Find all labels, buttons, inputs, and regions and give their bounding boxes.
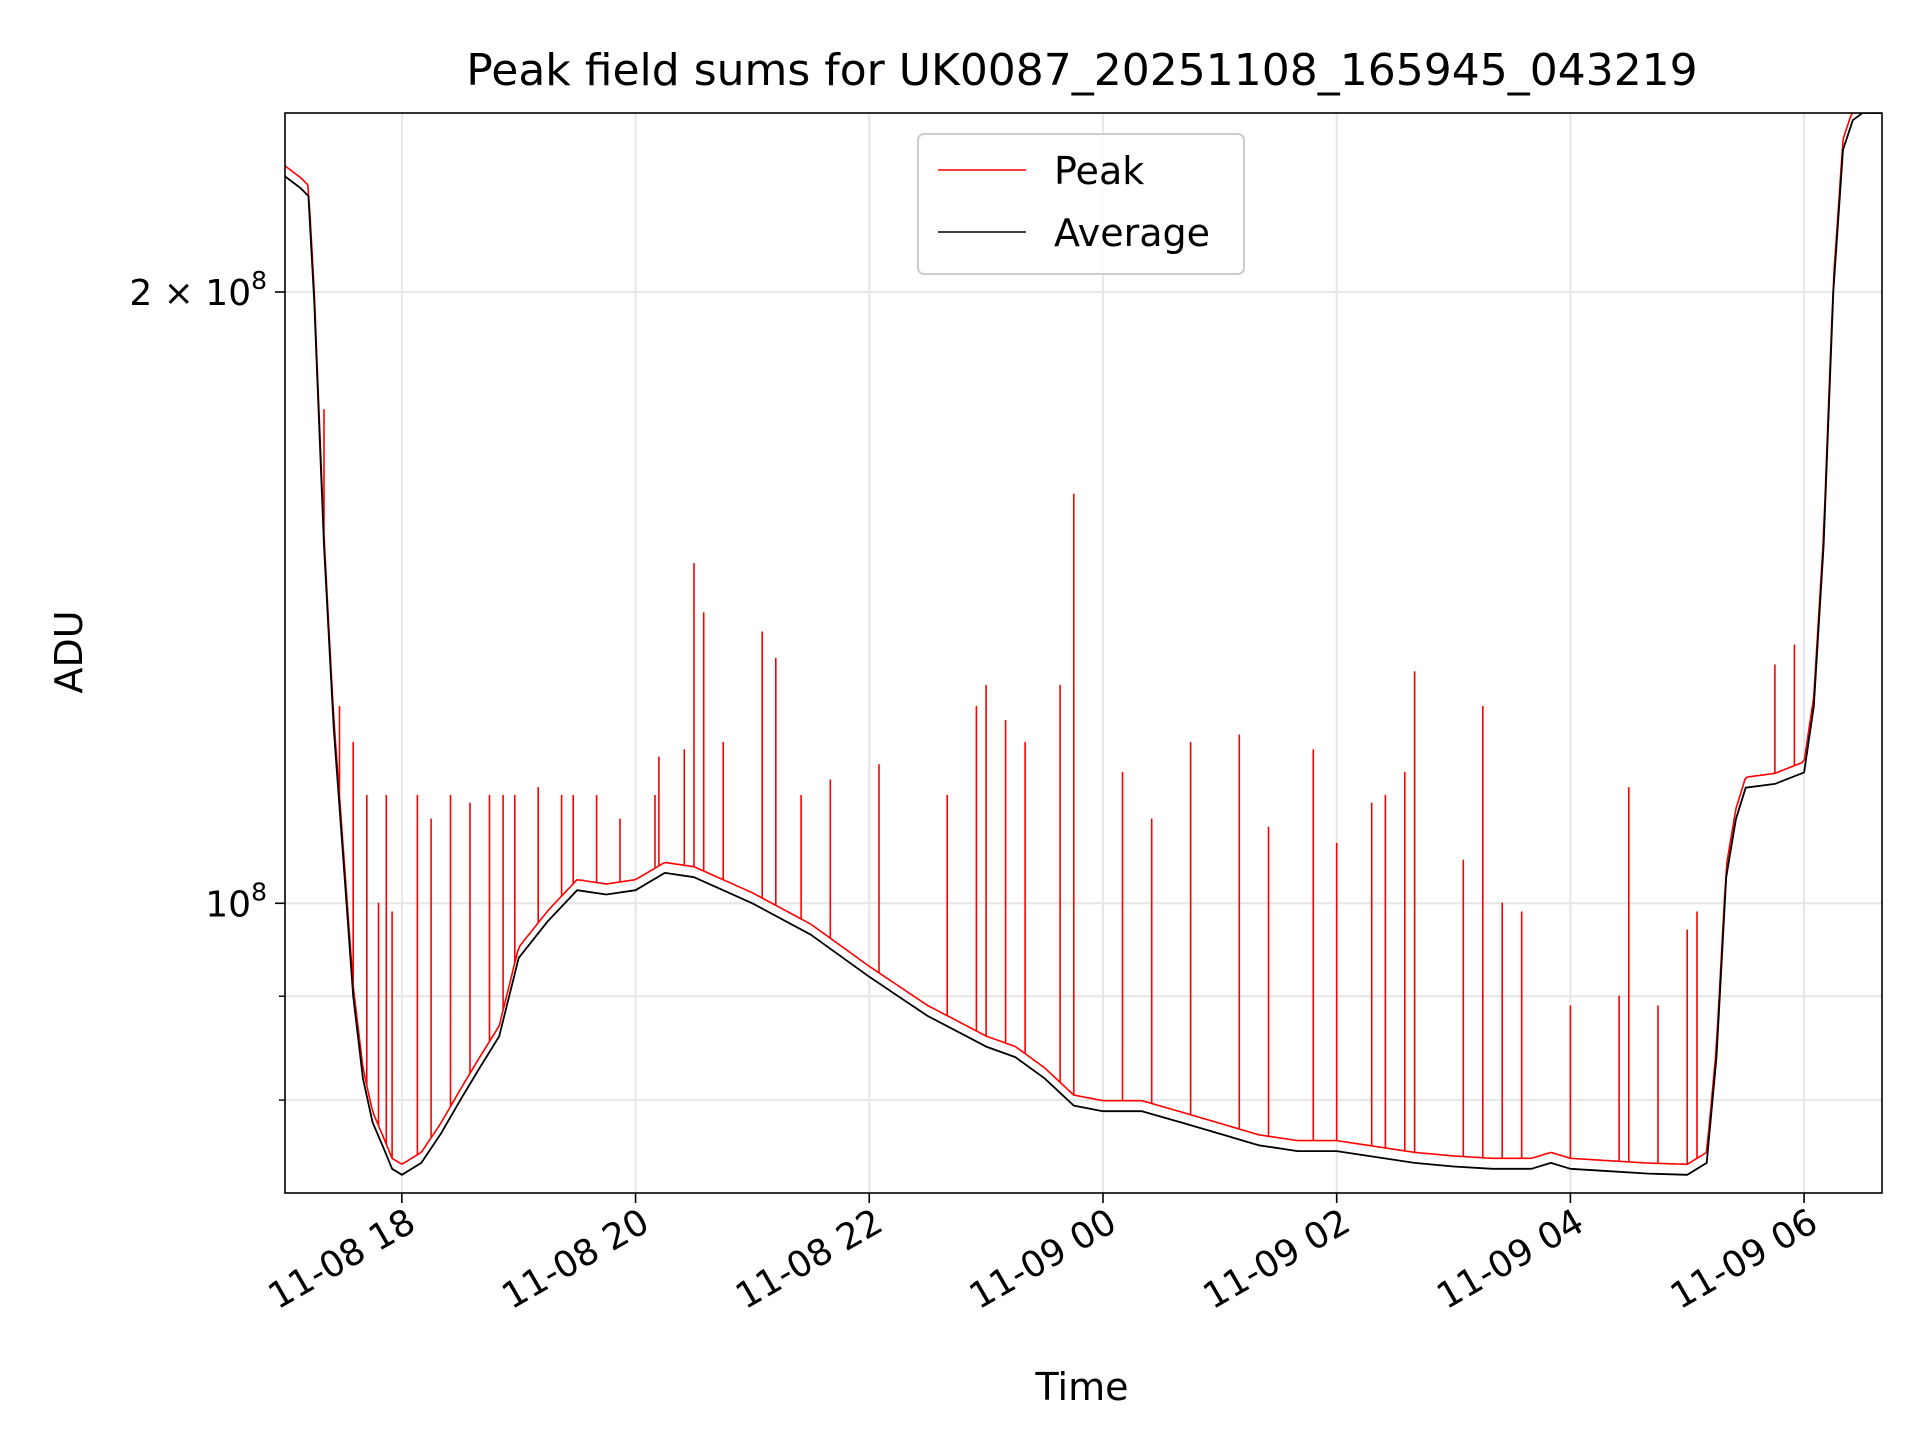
average-series-line (285, 113, 1882, 1176)
grid (285, 113, 1882, 1193)
axes-frame (284, 112, 1883, 1194)
series-group (285, 113, 1882, 1176)
peak-series-line (285, 113, 1882, 1166)
plot-series (285, 113, 1882, 1176)
legend-box (917, 133, 1245, 275)
x-axis-label: Time (1035, 1365, 1129, 1409)
legend: Peak Average (917, 133, 1245, 275)
legend-peak-label: Peak (1054, 149, 1144, 193)
y-tick-label: 2 × 108 (129, 266, 267, 314)
y-axis-label: ADU (47, 610, 91, 693)
legend-average-label: Average (1054, 211, 1210, 255)
y-tick-label: 108 (205, 877, 267, 925)
chart-title: Peak field sums for UK0087_20251108_1659… (466, 45, 1697, 96)
